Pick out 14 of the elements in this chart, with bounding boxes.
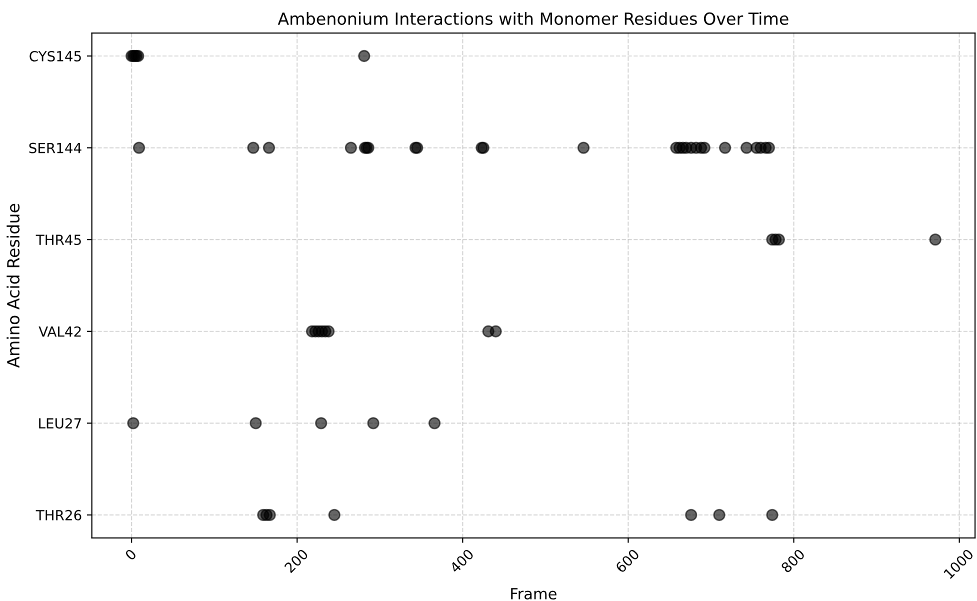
y-tick-label: LEU27 [39,418,81,429]
y-tick-label: SER144 [29,142,82,154]
chart-title: Ambenonium Interactions with Monomer Residues Over Time [278,12,788,25]
y-tick-label: CYS145 [30,50,81,62]
y-tick-label: THR45 [36,234,81,246]
y-axis-title: Amino Acid Residue [6,204,20,368]
x-tick-label: 400 [449,548,474,574]
x-tick-label: 0 [124,548,137,561]
x-axis-title: Frame [511,588,556,600]
y-tick-label: VAL42 [38,326,81,337]
x-tick-label: 200 [284,548,309,574]
x-tick-label: 600 [614,548,640,574]
x-tick-label: 800 [780,548,806,574]
y-tick-label: THR26 [36,510,82,520]
